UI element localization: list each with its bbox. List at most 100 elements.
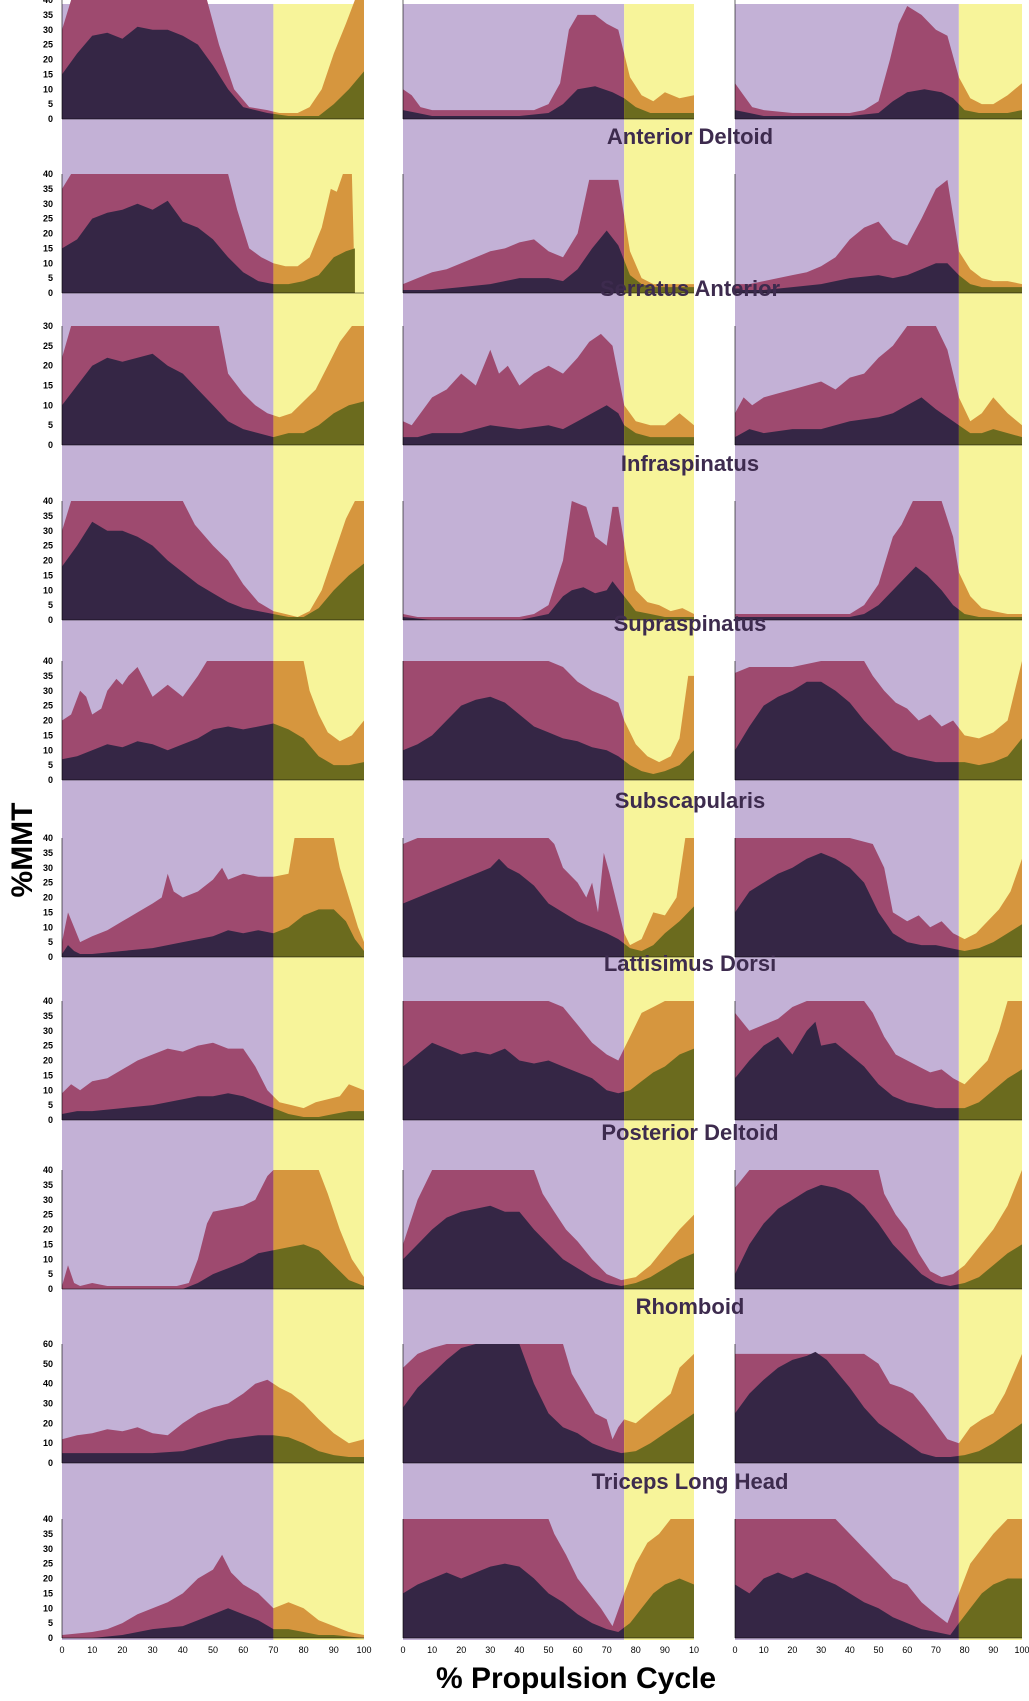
upper-area-push xyxy=(735,6,959,119)
lower-area-recovery xyxy=(273,401,364,445)
lower-area-recovery xyxy=(273,1435,364,1463)
y-tick-label: 0 xyxy=(48,440,53,450)
y-tick-label: 40 xyxy=(43,656,53,666)
upper-area-push xyxy=(403,14,625,119)
x-tick-label: 70 xyxy=(931,1645,941,1655)
y-tick-label: 40 xyxy=(43,833,53,843)
x-tick-label: 50 xyxy=(873,1645,883,1655)
emg-panel xyxy=(402,1519,694,1639)
y-tick-label: 0 xyxy=(48,1633,53,1643)
y-tick-label: 30 xyxy=(43,526,53,536)
x-tick-label: 100 xyxy=(1014,1645,1029,1655)
lower-area-push xyxy=(403,581,625,620)
y-tick-label: 0 xyxy=(48,288,53,298)
emg-panel xyxy=(402,1001,694,1121)
y-tick-label: 35 xyxy=(43,10,53,20)
muscle-title: Subscapularis xyxy=(615,788,765,813)
y-tick-label: 15 xyxy=(43,1239,53,1249)
x-tick-label: 90 xyxy=(988,1645,998,1655)
emg-panel xyxy=(61,0,364,120)
y-tick-label: 15 xyxy=(43,243,53,253)
y-tick-label: 35 xyxy=(43,1180,53,1190)
upper-area-recovery xyxy=(958,858,1022,957)
lower-area-push xyxy=(62,521,274,620)
lower-area-recovery xyxy=(273,1108,364,1120)
y-tick-label: 35 xyxy=(43,1011,53,1021)
y-tick-label: 5 xyxy=(48,1618,53,1628)
y-tick-label: 40 xyxy=(43,1379,53,1389)
x-tick-label: 20 xyxy=(787,1645,797,1655)
muscle-title: Rhomboid xyxy=(636,1294,745,1319)
y-tick-label: 20 xyxy=(43,1056,53,1066)
lower-area-push xyxy=(403,858,625,957)
y-tick-label: 15 xyxy=(43,1588,53,1598)
lower-area-push xyxy=(403,696,625,780)
y-tick-label: 35 xyxy=(43,848,53,858)
y-tick-label: 20 xyxy=(43,361,53,371)
lower-area-push xyxy=(403,405,625,445)
x-tick-label: 70 xyxy=(602,1645,612,1655)
y-tick-label: 15 xyxy=(43,570,53,580)
lower-area-push xyxy=(62,1093,274,1120)
upper-area-recovery xyxy=(958,572,1022,620)
upper-area-recovery xyxy=(958,251,1022,293)
lower-area-recovery xyxy=(958,609,1022,620)
lower-area-recovery xyxy=(273,563,364,620)
x-tick-label: 30 xyxy=(148,1645,158,1655)
y-tick-label: 30 xyxy=(43,199,53,209)
y-tick-label: 20 xyxy=(43,556,53,566)
lower-area-recovery xyxy=(273,1244,364,1289)
emg-panel xyxy=(734,838,1022,958)
lower-area-recovery xyxy=(273,248,355,293)
lower-area-push xyxy=(735,89,959,119)
y-tick-label: 25 xyxy=(43,1041,53,1051)
lower-area-push xyxy=(62,200,274,293)
muscle-title: Infraspinatus xyxy=(621,451,759,476)
lower-area-push xyxy=(62,1435,274,1463)
y-tick-label: 35 xyxy=(43,671,53,681)
muscle-title: Supraspinatus xyxy=(614,611,767,636)
y-axis-title: %MMT xyxy=(6,803,39,898)
y-tick-label: 35 xyxy=(43,1529,53,1539)
upper-area-recovery xyxy=(958,77,1022,119)
y-tick-label: 30 xyxy=(43,25,53,35)
x-tick-label: 10 xyxy=(427,1645,437,1655)
y-tick-label: 15 xyxy=(43,381,53,391)
muscle-title: Serratus Anterior xyxy=(600,276,781,301)
y-tick-label: 10 xyxy=(43,585,53,595)
emg-panel xyxy=(402,0,694,120)
y-tick-label: 15 xyxy=(43,1070,53,1080)
emg-panel xyxy=(61,1001,364,1121)
y-tick-label: 35 xyxy=(43,184,53,194)
y-tick-label: 10 xyxy=(43,745,53,755)
x-tick-label: 100 xyxy=(356,1645,371,1655)
x-tick-label: 30 xyxy=(485,1645,495,1655)
emg-panel xyxy=(402,838,694,958)
lower-area-push xyxy=(403,1563,625,1638)
lower-area-push xyxy=(403,230,625,293)
lower-area-recovery xyxy=(624,425,694,445)
lower-area-push xyxy=(735,263,959,293)
y-tick-label: 25 xyxy=(43,541,53,551)
emg-panel xyxy=(734,1001,1022,1121)
x-tick-label: 80 xyxy=(960,1645,970,1655)
x-tick-label: 80 xyxy=(299,1645,309,1655)
y-tick-label: 60 xyxy=(43,1339,53,1349)
lower-area-recovery xyxy=(624,1413,694,1463)
muscle-title: Posterior Deltoid xyxy=(601,1120,778,1145)
lower-area-recovery xyxy=(624,98,694,119)
y-tick-label: 10 xyxy=(43,84,53,94)
lower-area-recovery xyxy=(958,924,1022,957)
x-tick-label: 90 xyxy=(660,1645,670,1655)
lower-area-push xyxy=(735,1021,959,1120)
emg-panel xyxy=(402,661,694,781)
emg-panel xyxy=(402,326,694,446)
y-tick-label: 15 xyxy=(43,907,53,917)
upper-area-recovery xyxy=(624,675,694,780)
lower-area-push xyxy=(735,1351,959,1463)
emg-panel xyxy=(61,174,364,294)
x-tick-label: 10 xyxy=(87,1645,97,1655)
y-tick-label: 40 xyxy=(43,169,53,179)
x-tick-label: 80 xyxy=(631,1645,641,1655)
